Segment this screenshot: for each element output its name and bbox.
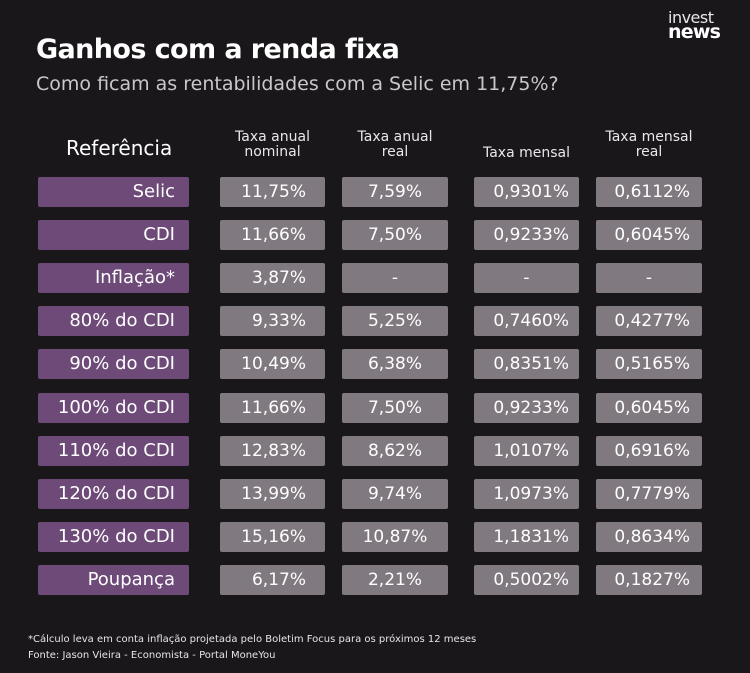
value-cell: 0,5002%: [474, 565, 579, 595]
chart-subtitle: Como ficam as rentabilidades com a Selic…: [36, 73, 559, 95]
value-cell: 0,4277%: [596, 306, 702, 336]
value-cell: 5,25%: [342, 306, 448, 336]
value-cell: 11,66%: [220, 220, 325, 250]
reference-cell: CDI: [38, 220, 189, 250]
value-cell: 7,50%: [342, 220, 448, 250]
value-cell: 0,9301%: [474, 177, 579, 207]
value-cell: 11,75%: [220, 177, 325, 207]
header-line: real: [635, 144, 663, 161]
value-cell: -: [474, 263, 579, 293]
reference-cell: 130% do CDI: [38, 522, 189, 552]
reference-cell: 110% do CDI: [38, 436, 189, 466]
reference-cell: 120% do CDI: [38, 479, 189, 509]
reference-cell: 100% do CDI: [38, 393, 189, 423]
value-cell: 0,8634%: [596, 522, 702, 552]
value-cell: 0,6916%: [596, 436, 702, 466]
value-cell: 0,7779%: [596, 479, 702, 509]
value-cell: 10,87%: [342, 522, 448, 552]
value-cell: 9,33%: [220, 306, 325, 336]
footnote-inflation-note: *Cálculo leva em conta inflação projetad…: [28, 634, 477, 645]
value-cell: 0,9233%: [474, 220, 579, 250]
value-cell: 1,1831%: [474, 522, 579, 552]
value-cell: 7,59%: [342, 177, 448, 207]
value-cell: 1,0973%: [474, 479, 579, 509]
header-line: Taxa anual: [235, 129, 310, 145]
header-line: nominal: [244, 144, 301, 161]
value-cell: -: [596, 263, 702, 293]
value-cell: 0,6045%: [596, 220, 702, 250]
investnews-logo: invest news: [668, 8, 734, 44]
value-cell: -: [342, 263, 448, 293]
reference-cell: Poupança: [38, 565, 189, 595]
header-referencia: Referência: [66, 136, 173, 160]
value-cell: 7,50%: [342, 393, 448, 423]
value-cell: 0,9233%: [474, 393, 579, 423]
value-cell: 10,49%: [220, 349, 325, 379]
header-taxa-mensal: Taxa mensal: [474, 145, 579, 161]
reference-cell: Inflação*: [38, 263, 189, 293]
logo-line-news: news: [668, 21, 721, 44]
value-cell: 6,38%: [342, 349, 448, 379]
header-line: Taxa anual: [357, 129, 433, 145]
reference-cell: 80% do CDI: [38, 306, 189, 336]
value-cell: 0,1827%: [596, 565, 702, 595]
value-cell: 3,87%: [220, 263, 325, 293]
header-line: Taxa mensal: [605, 129, 693, 145]
header-line: real: [381, 144, 409, 161]
value-cell: 0,7460%: [474, 306, 579, 336]
header-taxa-mensal-real: Taxa mensal real: [596, 129, 702, 161]
value-cell: 0,8351%: [474, 349, 579, 379]
value-cell: 2,21%: [342, 565, 448, 595]
value-cell: 0,6045%: [596, 393, 702, 423]
chart-title: Ganhos com a renda fixa: [36, 34, 400, 65]
footnote-source: Fonte: Jason Vieira - Economista - Porta…: [28, 650, 276, 661]
value-cell: 8,62%: [342, 436, 448, 466]
value-cell: 15,16%: [220, 522, 325, 552]
footnotes: *Cálculo leva em conta inflação projetad…: [28, 632, 476, 664]
value-cell: 9,74%: [342, 479, 448, 509]
header-taxa-anual-nominal: Taxa anual nominal: [220, 129, 325, 161]
header-taxa-anual-real: Taxa anual real: [342, 129, 448, 161]
value-cell: 0,6112%: [596, 177, 702, 207]
reference-cell: Selic: [38, 177, 189, 207]
header-line: Taxa mensal: [482, 145, 570, 161]
logo-line-invest: invest: [668, 8, 714, 27]
value-cell: 1,0107%: [474, 436, 579, 466]
value-cell: 6,17%: [220, 565, 325, 595]
reference-cell: 90% do CDI: [38, 349, 189, 379]
value-cell: 12,83%: [220, 436, 325, 466]
value-cell: 11,66%: [220, 393, 325, 423]
value-cell: 0,5165%: [596, 349, 702, 379]
value-cell: 13,99%: [220, 479, 325, 509]
